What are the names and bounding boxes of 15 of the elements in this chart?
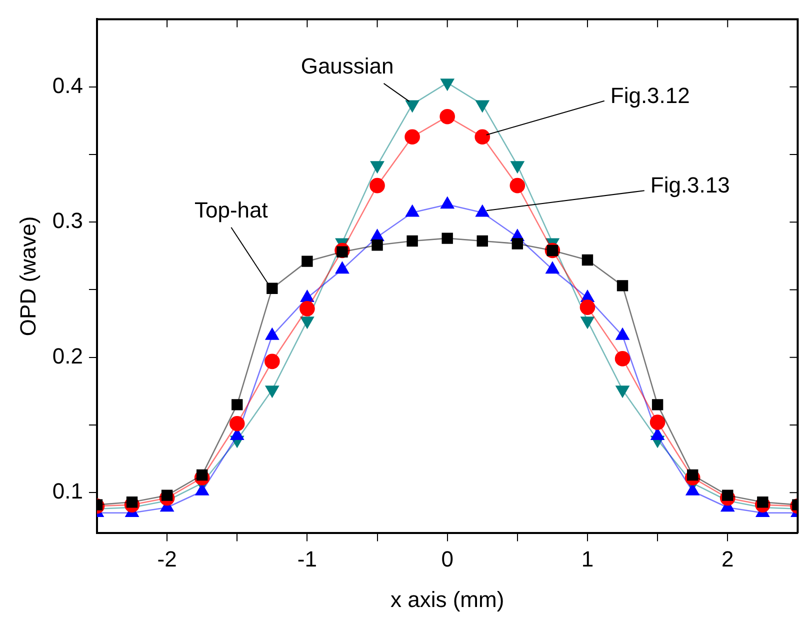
annotation: Gaussian bbox=[300, 53, 394, 78]
y-tick-label: 0.3 bbox=[52, 208, 83, 234]
y-tick-label: 0.2 bbox=[52, 343, 83, 368]
x-tick-label: -2 bbox=[157, 546, 177, 572]
annotation: Top-hat bbox=[194, 197, 268, 222]
x-tick-label: 1 bbox=[581, 546, 594, 572]
y-axis-title: OPD (wave) bbox=[15, 216, 40, 336]
annotation: Fig.3.13 bbox=[650, 172, 730, 198]
x-tick-label: -1 bbox=[297, 546, 317, 572]
y-tick-label: 0.1 bbox=[52, 478, 83, 504]
y-tick-label: 0.4 bbox=[52, 72, 83, 98]
annotation: Fig.3.12 bbox=[610, 82, 690, 108]
x-tick-label: 2 bbox=[722, 546, 734, 572]
x-axis-title: x axis (mm) bbox=[390, 586, 504, 612]
x-tick-label: 0 bbox=[441, 546, 454, 572]
